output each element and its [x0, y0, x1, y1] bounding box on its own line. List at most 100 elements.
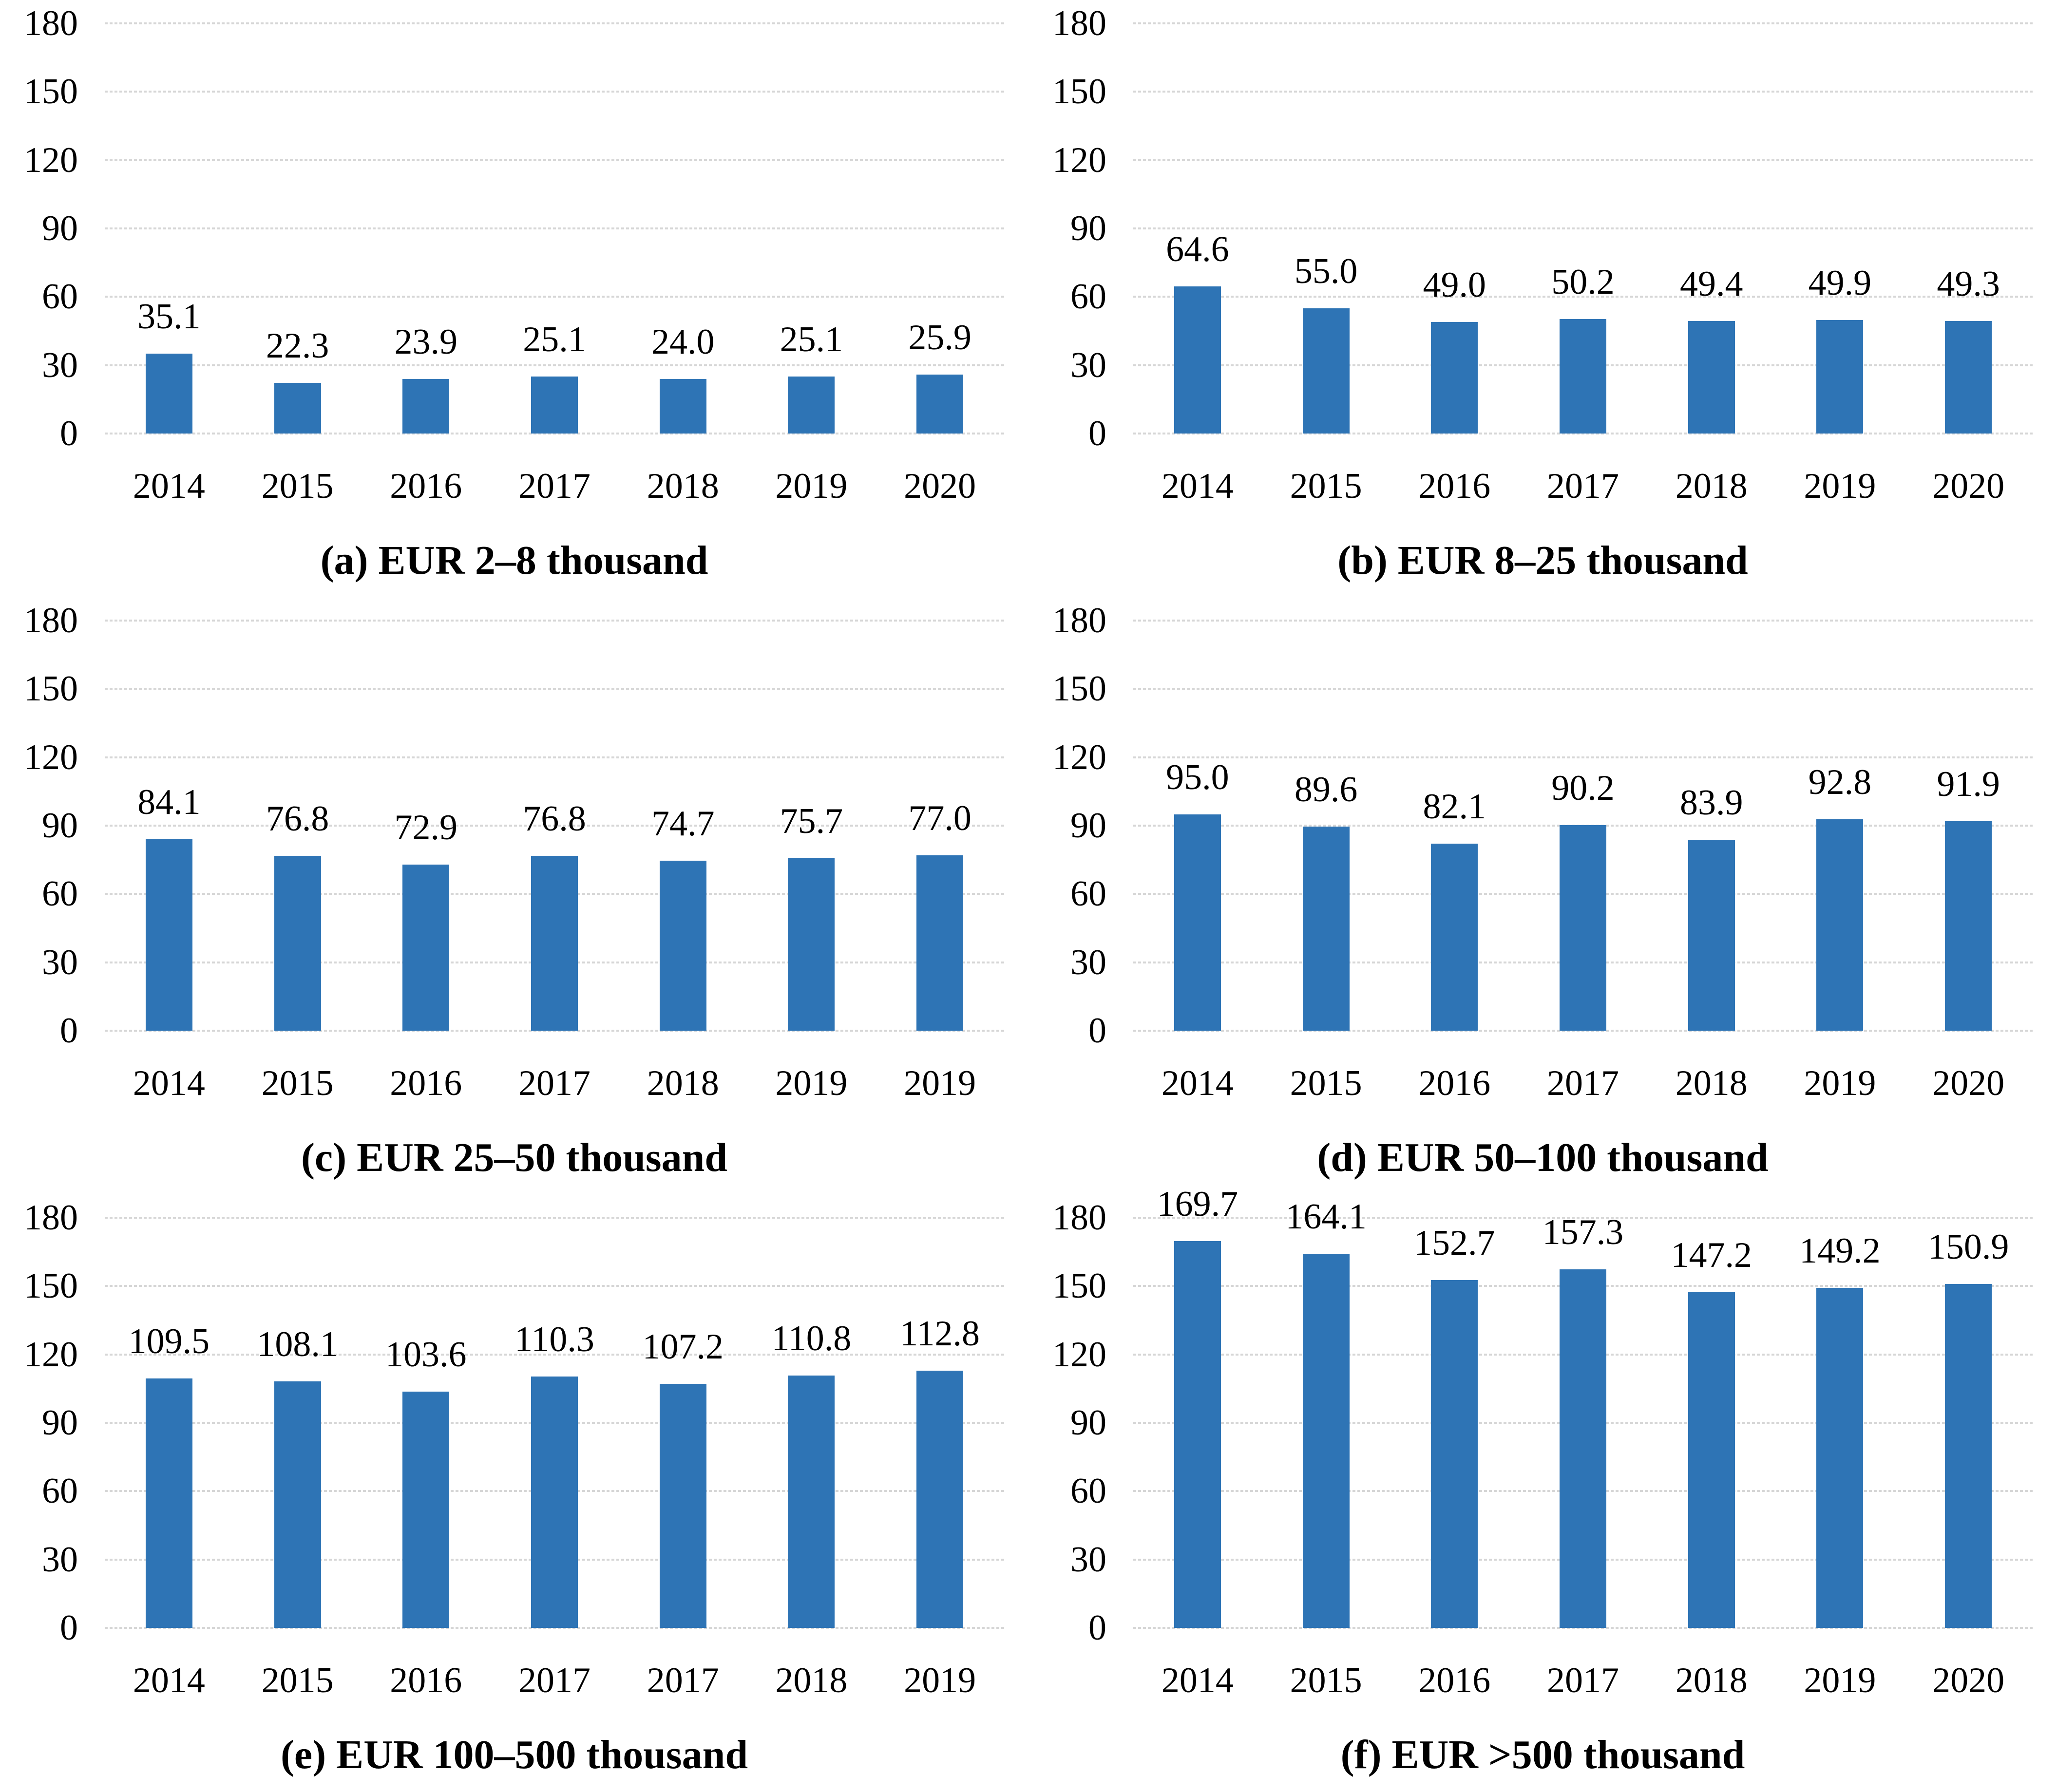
x-tick-label: 2019 [904, 1660, 976, 1700]
x-tick-label: 2020 [904, 466, 976, 506]
bar-value-label: 110.8 [771, 1318, 852, 1358]
bar [402, 865, 450, 1031]
y-tick-label: 30 [42, 1539, 78, 1580]
y-gridline [1133, 1217, 2033, 1219]
bar-value-label: 25.1 [780, 319, 843, 359]
bar-value-label: 50.2 [1551, 262, 1615, 302]
bar [145, 353, 192, 434]
bar-value-label: 25.9 [908, 317, 971, 358]
bar [916, 855, 964, 1031]
x-tick-label: 2019 [775, 1063, 848, 1103]
bar-value-label: 112.8 [900, 1314, 980, 1354]
x-tick-label: 2014 [133, 1660, 205, 1700]
y-gridline [105, 1030, 1004, 1032]
bar [659, 860, 706, 1031]
x-tick-label: 2017 [1547, 1063, 1619, 1103]
x-tick-label: 2014 [1161, 466, 1234, 506]
y-tick-label: 150 [1052, 72, 1106, 112]
y-gridline [105, 825, 1004, 827]
y-gridline [105, 688, 1004, 690]
bar [916, 1371, 964, 1628]
chart-e-x-axis: 2014 2015 2016 2017 2017 2018 2019 [105, 1661, 1004, 1705]
y-tick-label: 60 [42, 1471, 78, 1511]
chart-a-y-axis: 0 30 60 90 120 150 180 [0, 0, 1028, 597]
y-tick-label: 0 [60, 1011, 78, 1051]
x-tick-label: 2017 [518, 1660, 590, 1700]
x-tick-label: 2016 [390, 1063, 462, 1103]
bar-value-label: 84.1 [137, 782, 201, 822]
x-tick-label: 2018 [647, 1063, 719, 1103]
bar-value-label: 77.0 [908, 798, 971, 838]
y-tick-label: 120 [24, 737, 78, 777]
x-tick-label: 2020 [1932, 466, 2005, 506]
bar [788, 858, 835, 1031]
bar [1302, 1254, 1350, 1628]
chart-b-caption: (b) EUR 8–25 thousand [1337, 538, 1748, 583]
x-tick-label: 2014 [133, 1063, 205, 1103]
y-tick-label: 60 [42, 277, 78, 317]
bar [1688, 839, 1735, 1031]
y-gridline [105, 620, 1004, 622]
y-tick-label: 180 [1052, 601, 1106, 641]
y-tick-label: 90 [1070, 208, 1106, 248]
chart-a-x-axis: 2014 2015 2016 2017 2018 2019 2020 [105, 467, 1004, 510]
bar [1688, 321, 1735, 434]
y-gridline [105, 296, 1004, 298]
chart-f-y-axis: 0 30 60 90 120 150 180 [1028, 1194, 2057, 1792]
y-tick-label: 60 [42, 874, 78, 914]
chart-f-plot-area: 169.7 164.1 152.7 157.3 147.2 149.2 150.9 [1133, 1185, 2033, 1629]
bar-value-label: 76.8 [266, 798, 329, 839]
x-tick-label: 2020 [1932, 1063, 2005, 1103]
bar [1302, 308, 1350, 434]
x-tick-label: 2015 [1290, 1063, 1362, 1103]
bar-value-label: 91.9 [1937, 764, 2000, 805]
bar-value-label: 109.5 [128, 1321, 210, 1361]
x-tick-label: 2017 [518, 1063, 590, 1103]
x-tick-label: 2020 [1932, 1660, 2005, 1700]
bar-value-label: 24.0 [651, 321, 715, 362]
bar [531, 1377, 578, 1628]
bar-value-label: 150.9 [1927, 1227, 2009, 1267]
chart-c-y-axis: 0 30 60 90 120 150 180 [0, 597, 1028, 1194]
bar [659, 1383, 706, 1628]
bar-value-label: 89.6 [1294, 769, 1358, 810]
y-tick-label: 120 [1052, 140, 1106, 180]
chart-d-x-axis: 2014 2015 2016 2017 2018 2019 2020 [1133, 1064, 2033, 1108]
bar-value-label: 49.0 [1423, 264, 1486, 305]
y-tick-label: 180 [24, 1198, 78, 1238]
y-tick-label: 150 [24, 1266, 78, 1306]
bar [1431, 1280, 1478, 1628]
chart-f-caption: (f) EUR >500 thousand [1340, 1732, 1745, 1777]
x-tick-label: 2019 [904, 1063, 976, 1103]
y-gridline [1133, 159, 2033, 161]
bar [274, 1381, 321, 1628]
chart-b-y-axis: 0 30 60 90 120 150 180 [1028, 0, 2057, 597]
y-gridline [1133, 756, 2033, 758]
x-tick-label: 2016 [390, 1660, 462, 1700]
bar-value-label: 64.6 [1166, 229, 1229, 269]
y-gridline [1133, 1030, 2033, 1032]
bar [1816, 320, 1864, 434]
chart-b-plot-area: 64.6 55.0 49.0 50.2 49.4 49.9 49.3 [1133, 22, 2033, 434]
bar-value-label: 49.3 [1937, 264, 2000, 304]
y-tick-label: 150 [1052, 669, 1106, 709]
bar-value-label: 76.8 [523, 798, 586, 839]
y-tick-label: 180 [24, 3, 78, 43]
x-tick-label: 2014 [133, 466, 205, 506]
bar [1816, 819, 1864, 1031]
chart-e-caption: (e) EUR 100–500 thousand [280, 1732, 748, 1777]
y-tick-label: 90 [1070, 1403, 1106, 1443]
bar-value-label: 149.2 [1799, 1231, 1881, 1271]
bar [1816, 1288, 1864, 1628]
y-gridline [105, 159, 1004, 161]
x-tick-label: 2018 [1675, 1063, 1748, 1103]
x-tick-label: 2015 [1290, 466, 1362, 506]
chart-e-plot-area: 109.5 108.1 103.6 110.3 107.2 110.8 112.8 [105, 1217, 1004, 1629]
y-tick-label: 180 [1052, 3, 1106, 43]
x-tick-label: 2018 [775, 1660, 848, 1700]
bar [145, 1378, 192, 1628]
bar [1174, 286, 1221, 434]
y-gridline [1133, 620, 2033, 622]
chart-panel-d: 0 30 60 90 120 150 180 95.0 89.6 82.1 90.2 83.9 92.… [1028, 597, 2057, 1194]
